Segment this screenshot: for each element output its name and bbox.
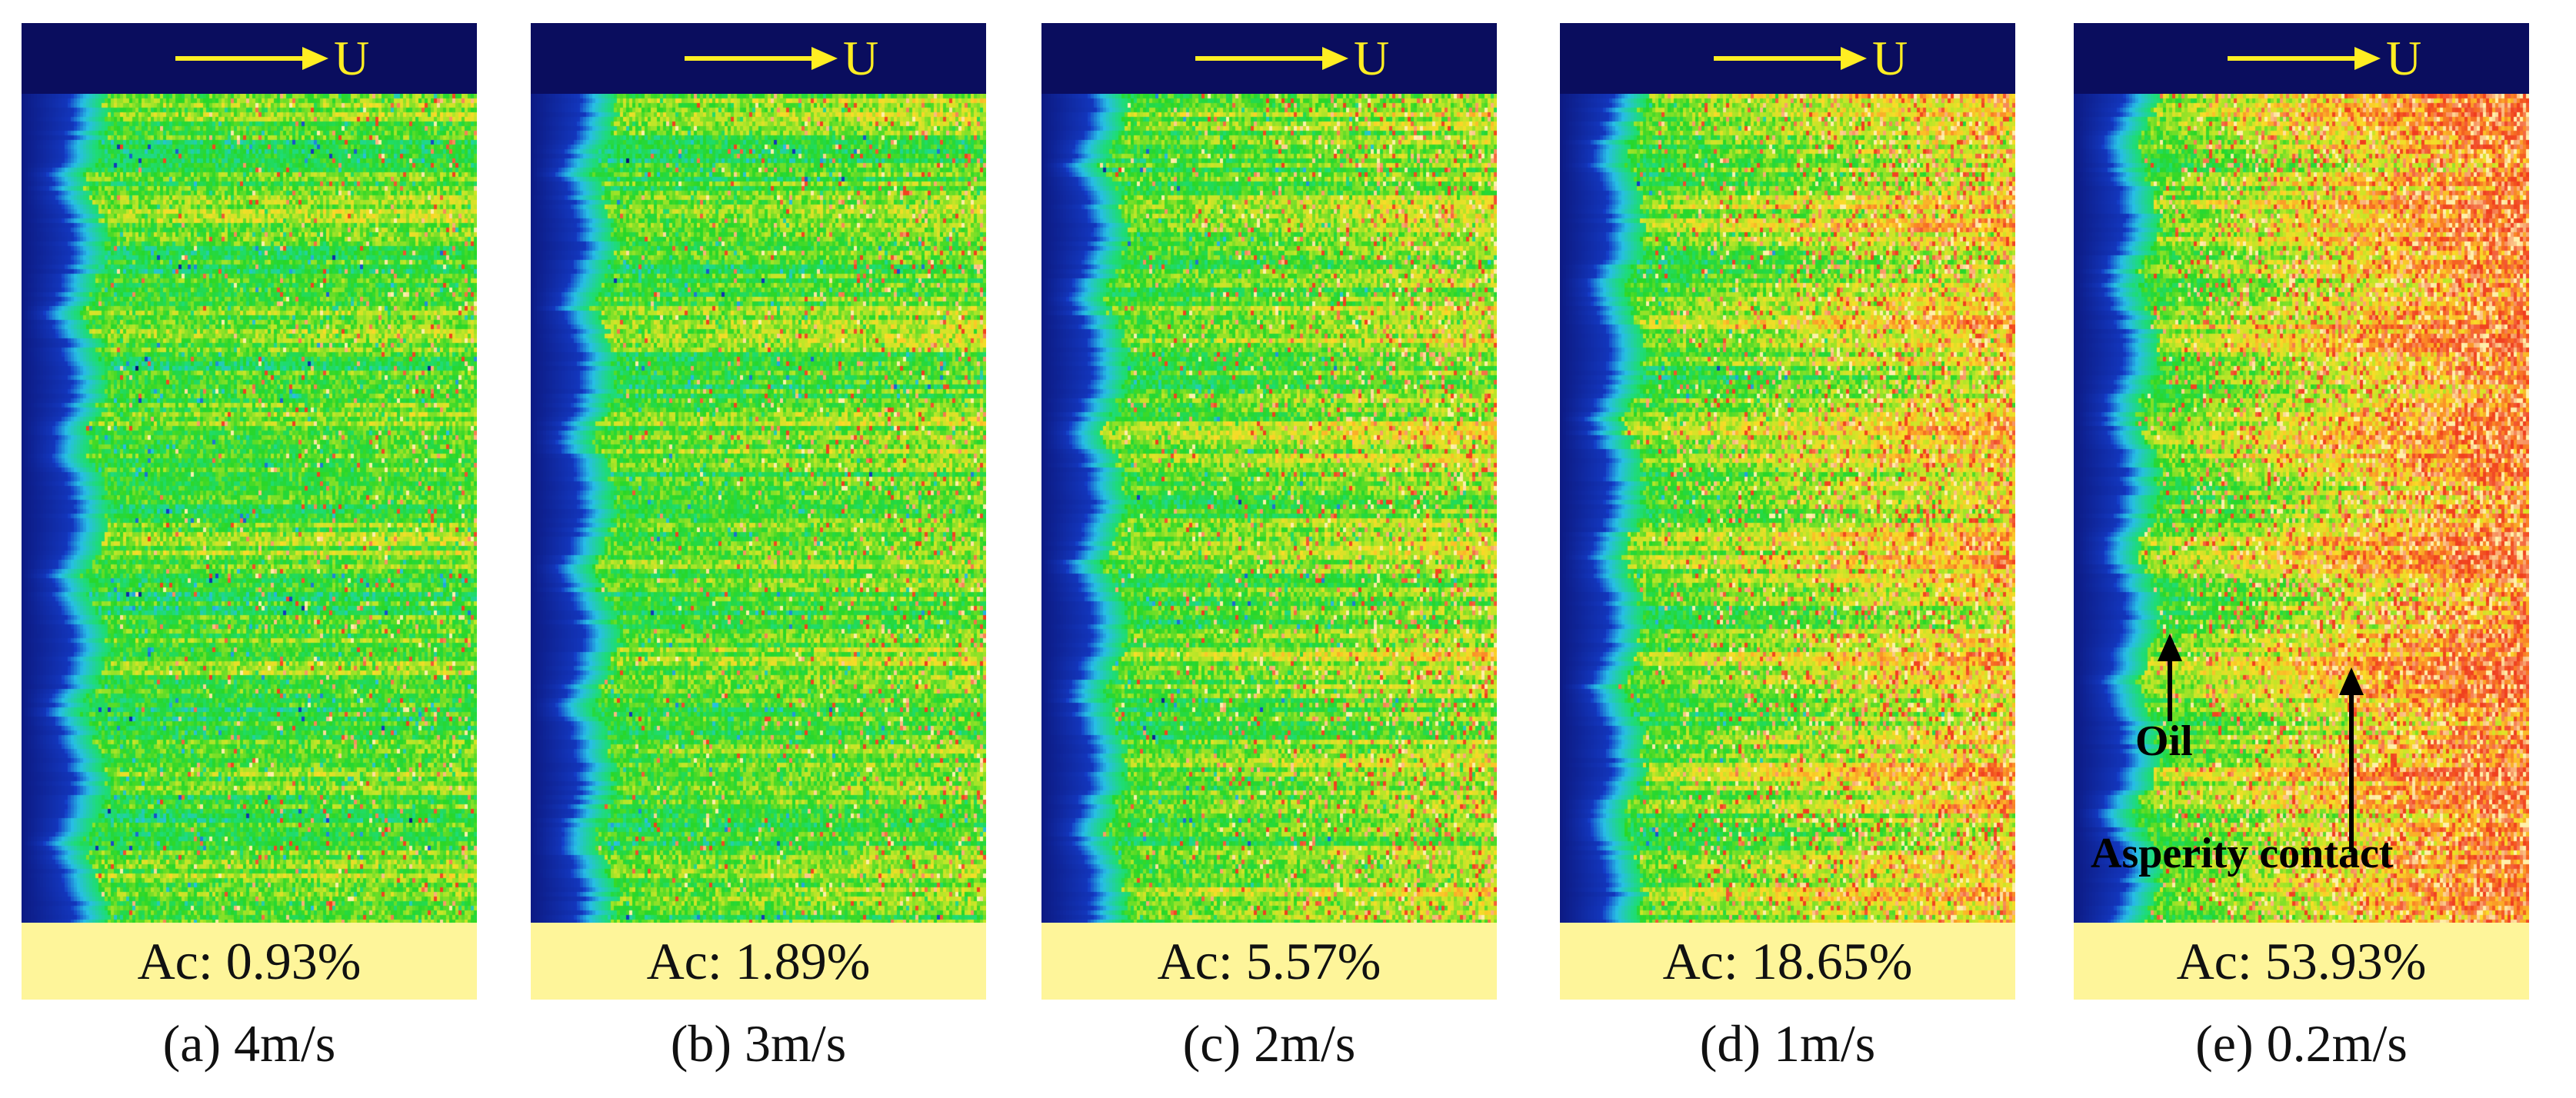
contact-area-box: Ac: 5.57%: [1041, 923, 1497, 1000]
panel-caption: (a) 4m/s: [162, 1014, 336, 1073]
asperity-arrow-up-icon: [2339, 667, 2364, 695]
arrow-shaft: [175, 56, 306, 61]
panel-header: U: [531, 23, 986, 94]
contact-area-label: Ac: 1.89%: [646, 931, 871, 990]
asperity-contact-label: Asperity contact: [2091, 830, 2394, 877]
pressure-field-map: [2074, 94, 2529, 923]
oil-label: Oil: [2135, 717, 2193, 765]
panel-header: U: [22, 23, 477, 94]
panel-header: U: [1041, 23, 1497, 94]
panel-caption: (c) 2m/s: [1182, 1014, 1356, 1073]
arrow-right-icon: [302, 47, 328, 70]
panel-e: U Ac: 53.93% Oil Asperity contact: [2074, 23, 2529, 1000]
arrow-right-icon: [1322, 47, 1348, 70]
flow-direction-arrow: U: [1195, 31, 1426, 85]
contact-area-box: Ac: 18.65%: [1560, 923, 2015, 1000]
pressure-field-map: [531, 94, 986, 923]
panel-header: U: [2074, 23, 2529, 94]
contact-area-label: Ac: 18.65%: [1662, 931, 1913, 990]
panel-caption: (d) 1m/s: [1699, 1014, 1876, 1073]
arrow-right-icon: [2354, 47, 2381, 70]
flow-direction-label: U: [1354, 31, 1390, 85]
oil-arrow-up-icon: [2158, 634, 2182, 661]
panel-b: U Ac: 1.89%: [531, 23, 986, 1000]
arrow-right-icon: [1841, 47, 1867, 70]
panel-caption: (e) 0.2m/s: [2195, 1014, 2408, 1073]
contact-area-label: Ac: 5.57%: [1157, 931, 1381, 990]
panel-c: U Ac: 5.57%: [1041, 23, 1497, 1000]
flow-direction-label: U: [1872, 31, 1908, 85]
flow-direction-arrow: U: [2228, 31, 2458, 85]
arrow-shaft: [1195, 56, 1326, 61]
arrow-right-icon: [811, 47, 838, 70]
panel-caption: (b) 3m/s: [670, 1014, 847, 1073]
contact-area-label: Ac: 53.93%: [2176, 931, 2427, 990]
asperity-arrow-shaft: [2349, 692, 2354, 852]
flow-direction-label: U: [843, 31, 879, 85]
contact-area-box: Ac: 53.93%: [2074, 923, 2529, 1000]
flow-direction-arrow: U: [685, 31, 915, 85]
arrow-shaft: [685, 56, 815, 61]
contact-area-label: Ac: 0.93%: [137, 931, 362, 990]
contact-area-box: Ac: 0.93%: [22, 923, 477, 1000]
flow-direction-label: U: [334, 31, 370, 85]
arrow-shaft: [2228, 56, 2358, 61]
panel-a: U Ac: 0.93%: [22, 23, 477, 1000]
pressure-field-map: [1560, 94, 2015, 923]
arrow-shaft: [1714, 56, 1845, 61]
oil-arrow-shaft: [2168, 658, 2172, 721]
pressure-field-map: [22, 94, 477, 923]
flow-direction-arrow: U: [1714, 31, 1944, 85]
pressure-field-map: [1041, 94, 1497, 923]
panel-header: U: [1560, 23, 2015, 94]
flow-direction-label: U: [2386, 31, 2422, 85]
flow-direction-arrow: U: [175, 31, 406, 85]
panel-d: U Ac: 18.65%: [1560, 23, 2015, 1000]
contact-area-box: Ac: 1.89%: [531, 923, 986, 1000]
